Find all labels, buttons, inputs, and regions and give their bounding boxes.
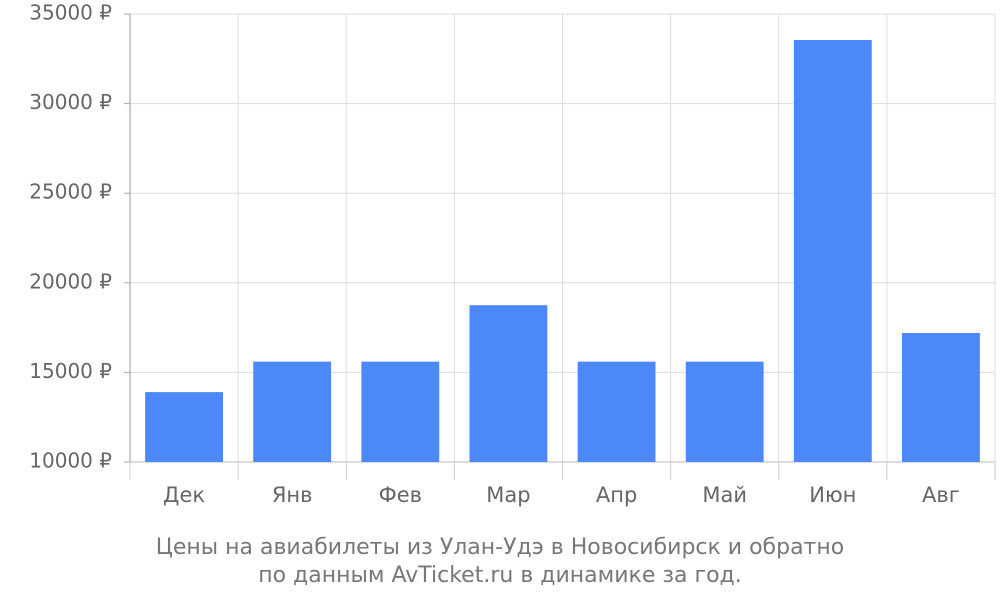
bar <box>361 361 440 462</box>
x-tick-label: Авг <box>922 483 960 507</box>
bar <box>902 332 980 462</box>
y-tick-label: 25000 ₽ <box>29 180 112 204</box>
bar <box>577 361 656 462</box>
bar <box>469 305 548 462</box>
bar <box>793 39 872 462</box>
x-tick-label: Июн <box>809 483 856 507</box>
y-tick-label: 30000 ₽ <box>29 90 112 114</box>
x-tick-label: Дек <box>163 483 205 507</box>
x-tick-label: Фев <box>379 483 422 507</box>
x-tick-label: Янв <box>272 483 313 507</box>
y-tick-label: 20000 ₽ <box>29 269 112 293</box>
bar <box>685 361 764 462</box>
y-tick-label: 15000 ₽ <box>29 359 112 383</box>
y-tick-label: 35000 ₽ <box>29 1 112 25</box>
bar <box>253 361 332 462</box>
x-tick-label: Май <box>702 483 747 507</box>
x-tick-label: Апр <box>596 483 637 507</box>
y-tick-label: 10000 ₽ <box>29 449 112 473</box>
chart-caption: Цены на авиабилеты из Улан-Удэ в Новосиб… <box>156 535 844 560</box>
chart-caption: по данным AvTicket.ru в динамике за год. <box>258 563 742 588</box>
bar <box>145 392 223 462</box>
x-tick-label: Мар <box>486 483 530 507</box>
